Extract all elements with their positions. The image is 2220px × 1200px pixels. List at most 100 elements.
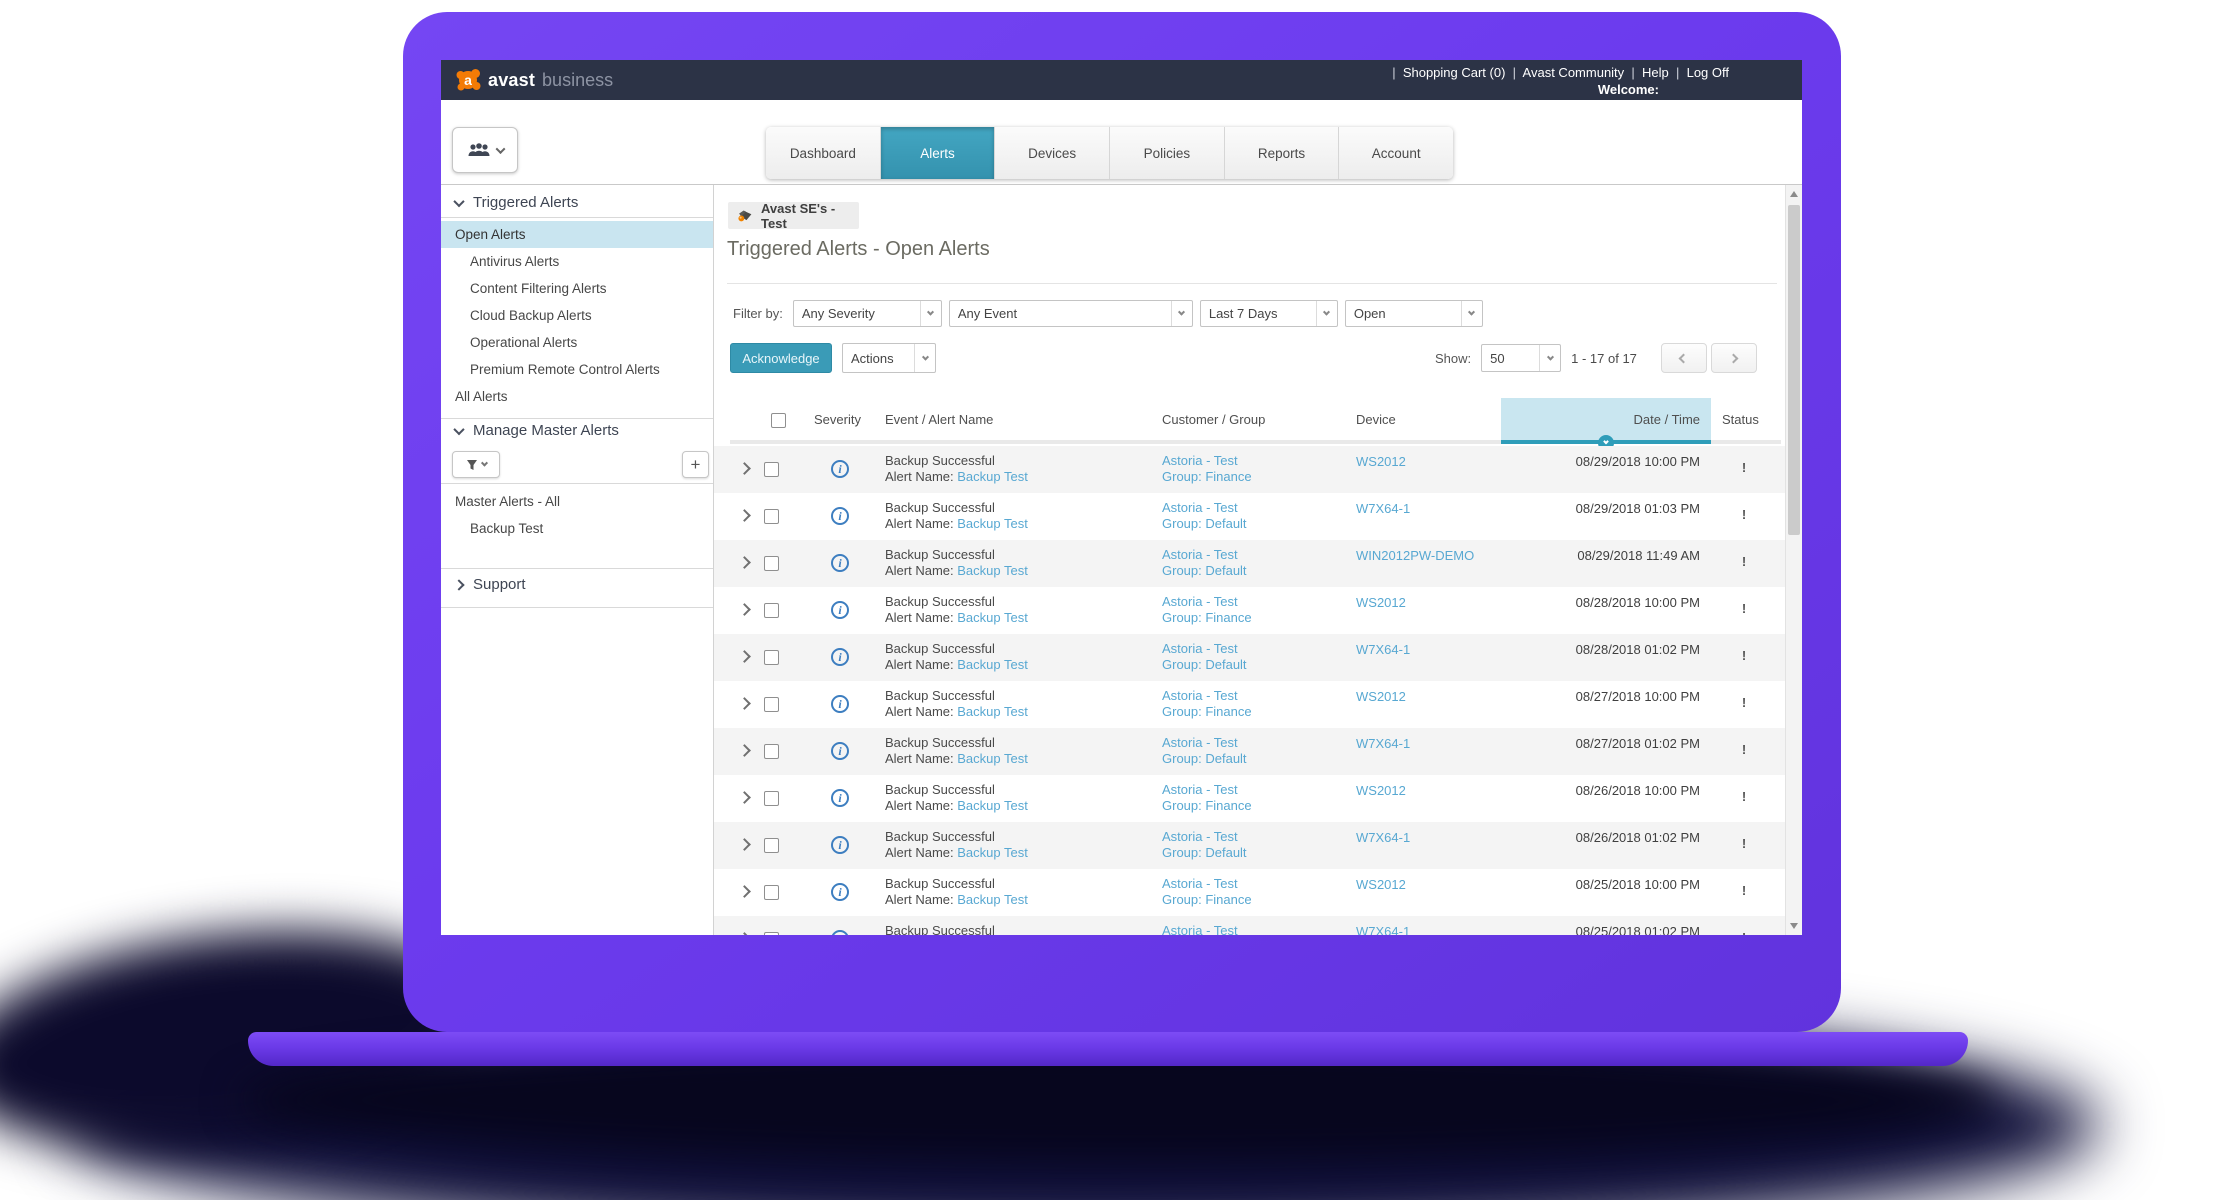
sidebar-item[interactable]: Cloud Backup Alerts [470, 308, 592, 323]
customer-link[interactable]: Astoria - Test [1162, 453, 1238, 468]
expand-row-icon[interactable] [738, 697, 751, 710]
info-icon[interactable] [831, 554, 849, 572]
nav-tab[interactable]: Account [1339, 127, 1453, 179]
info-icon[interactable] [831, 601, 849, 619]
customer-link[interactable]: Astoria - Test [1162, 547, 1238, 562]
expand-row-icon[interactable] [738, 462, 751, 475]
alert-name-link[interactable]: Backup Test [957, 751, 1028, 766]
nav-tab[interactable]: Reports [1224, 127, 1340, 179]
info-icon[interactable] [831, 648, 849, 666]
row-checkbox[interactable] [764, 603, 779, 618]
alert-name-link[interactable]: Backup Test [957, 798, 1028, 813]
customer-link[interactable]: Astoria - Test [1162, 782, 1238, 797]
info-icon[interactable] [831, 460, 849, 478]
scroll-up-arrow-icon[interactable] [1790, 191, 1798, 197]
group-link[interactable]: Group: Finance [1162, 798, 1252, 813]
info-icon[interactable] [831, 883, 849, 901]
row-checkbox[interactable] [764, 791, 779, 806]
nav-link[interactable]: Shopping Cart (0) [1385, 65, 1506, 81]
expand-row-icon[interactable] [738, 791, 751, 804]
alert-name-link[interactable]: Backup Test [957, 845, 1028, 860]
expand-row-icon[interactable] [738, 885, 751, 898]
alert-name-link[interactable]: Backup Test [957, 610, 1028, 625]
alert-name-link[interactable]: Backup Test [957, 469, 1028, 484]
group-link[interactable]: Group: Finance [1162, 892, 1252, 907]
column-header-status[interactable]: Status [1722, 412, 1759, 427]
sidebar-item[interactable]: Premium Remote Control Alerts [470, 362, 660, 377]
row-checkbox[interactable] [764, 462, 779, 477]
row-checkbox[interactable] [764, 885, 779, 900]
expand-row-icon[interactable] [738, 603, 751, 616]
alert-name-link[interactable]: Backup Test [957, 516, 1028, 531]
status-filter[interactable]: Open [1344, 300, 1483, 327]
vertical-scrollbar[interactable] [1785, 185, 1802, 935]
expand-row-icon[interactable] [738, 932, 751, 935]
nav-link[interactable]: Log Off [1669, 65, 1729, 81]
info-icon[interactable] [831, 789, 849, 807]
column-header-device[interactable]: Device [1356, 412, 1396, 427]
actions-dropdown[interactable]: Actions [842, 343, 936, 373]
row-checkbox[interactable] [764, 838, 779, 853]
next-page-button[interactable] [1710, 343, 1757, 373]
acknowledge-button[interactable]: Acknowledge [730, 343, 832, 373]
info-icon[interactable] [831, 742, 849, 760]
nav-tab[interactable]: Alerts [880, 127, 996, 179]
expand-row-icon[interactable] [738, 838, 751, 851]
select-all-checkbox[interactable] [771, 413, 786, 428]
organization-switcher-button[interactable] [452, 127, 518, 173]
row-checkbox[interactable] [764, 697, 779, 712]
nav-tab[interactable]: Devices [995, 127, 1111, 179]
alert-name-link[interactable]: Backup Test [957, 563, 1028, 578]
nav-tab[interactable]: Policies [1110, 127, 1225, 179]
customer-link[interactable]: Astoria - Test [1162, 500, 1238, 515]
nav-tab[interactable]: Dashboard [766, 127, 881, 179]
master-alert-item[interactable]: Master Alerts - All [455, 494, 561, 509]
group-link[interactable]: Group: Default [1162, 751, 1247, 766]
expand-row-icon[interactable] [738, 650, 751, 663]
group-link[interactable]: Group: Default [1162, 563, 1247, 578]
event-filter[interactable]: Any Event [948, 300, 1193, 327]
device-link[interactable]: W7X64-1 [1356, 642, 1411, 657]
device-link[interactable]: WIN2012PW-DEMO [1356, 548, 1475, 563]
customer-link[interactable]: Astoria - Test [1162, 829, 1238, 844]
customer-link[interactable]: Astoria - Test [1162, 594, 1238, 609]
info-icon[interactable] [831, 695, 849, 713]
column-header-customer[interactable]: Customer / Group [1162, 412, 1266, 427]
customer-link[interactable]: Astoria - Test [1162, 735, 1238, 750]
customer-link[interactable]: Astoria - Test [1162, 641, 1238, 656]
row-checkbox[interactable] [764, 650, 779, 665]
expand-row-icon[interactable] [738, 509, 751, 522]
group-link[interactable]: Group: Finance [1162, 704, 1252, 719]
device-link[interactable]: WS2012 [1356, 877, 1406, 892]
sidebar-item[interactable]: Content Filtering Alerts [470, 281, 607, 296]
scroll-down-arrow-icon[interactable] [1790, 923, 1798, 929]
device-link[interactable]: W7X64-1 [1356, 501, 1411, 516]
group-link[interactable]: Group: Finance [1162, 469, 1252, 484]
info-icon[interactable] [831, 836, 849, 854]
master-alerts-filter-button[interactable] [452, 451, 500, 478]
alert-name-link[interactable]: Backup Test [957, 657, 1028, 672]
customer-link[interactable]: Astoria - Test [1162, 923, 1238, 935]
scrollbar-thumb[interactable] [1788, 205, 1800, 535]
device-link[interactable]: W7X64-1 [1356, 830, 1411, 845]
customer-link[interactable]: Astoria - Test [1162, 876, 1238, 891]
alert-name-link[interactable]: Backup Test [957, 892, 1028, 907]
sidebar-section-support[interactable]: Support [453, 576, 526, 593]
expand-row-icon[interactable] [738, 744, 751, 757]
customer-context-tab[interactable]: Avast SE's - Test [728, 201, 859, 231]
date-range-filter[interactable]: Last 7 Days [1199, 300, 1338, 327]
column-header-event[interactable]: Event / Alert Name [885, 412, 994, 427]
column-header-severity[interactable]: Severity [814, 412, 861, 427]
page-size-select[interactable]: 50 [1481, 344, 1562, 372]
sidebar-item[interactable]: Antivirus Alerts [470, 254, 560, 269]
group-link[interactable]: Group: Default [1162, 516, 1247, 531]
device-link[interactable]: W7X64-1 [1356, 924, 1411, 935]
row-checkbox[interactable] [764, 932, 779, 935]
alert-name-link[interactable]: Backup Test [957, 704, 1028, 719]
device-link[interactable]: WS2012 [1356, 689, 1406, 704]
severity-filter[interactable]: Any Severity [792, 300, 942, 327]
master-alert-item[interactable]: Backup Test [470, 521, 544, 536]
device-link[interactable]: WS2012 [1356, 595, 1406, 610]
row-checkbox[interactable] [764, 556, 779, 571]
previous-page-button[interactable] [1660, 343, 1707, 373]
